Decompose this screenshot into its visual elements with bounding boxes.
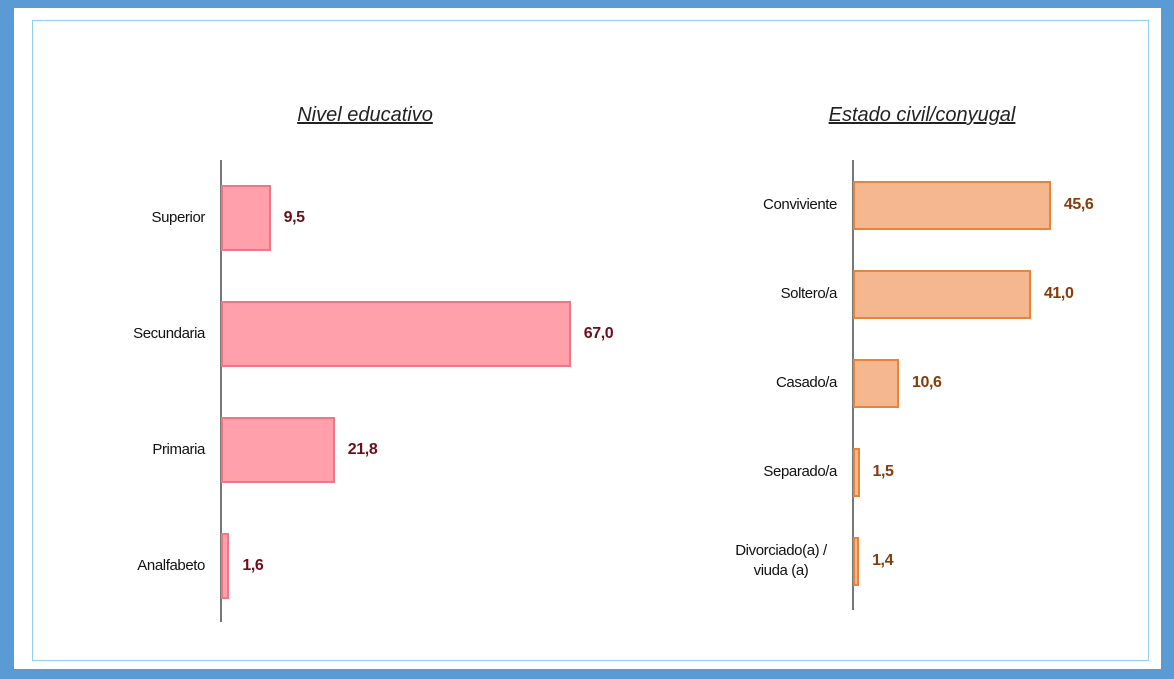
value-label: 67,0	[583, 325, 614, 342]
category-text: Secundaria	[133, 325, 205, 342]
category-text: Primaria	[152, 441, 205, 458]
value-label: 41,0	[1043, 285, 1074, 302]
value-label: 45,6	[1063, 196, 1094, 213]
bar	[853, 180, 1051, 230]
category-text: Analfabeto	[137, 557, 205, 574]
bar	[221, 417, 335, 483]
category-label: Casado/a	[725, 358, 837, 408]
value-label: 21,8	[347, 441, 378, 458]
value-label: 1,4	[872, 552, 894, 569]
bar	[853, 358, 899, 408]
bar	[221, 533, 230, 599]
category-label: Soltero/a	[725, 269, 838, 319]
bar	[853, 447, 860, 497]
value-label: 10,6	[912, 374, 942, 391]
bar	[221, 301, 571, 367]
category-label: Conviviente	[725, 180, 837, 230]
category-text: Conviviente	[763, 196, 837, 213]
category-label: Primaria	[75, 425, 205, 475]
bar	[853, 536, 860, 586]
axis-line	[220, 160, 222, 622]
chart-title: Estado civil/conyugal	[828, 104, 1016, 126]
category-text: Divorciado(a) / viuda (a)	[735, 542, 827, 579]
bar	[853, 269, 1031, 319]
bar	[221, 185, 271, 251]
axis-line	[852, 160, 854, 610]
inner-border	[32, 20, 1149, 661]
category-label: Analfabeto	[75, 541, 205, 591]
category-label: Divorciado(a) / viuda (a)	[725, 536, 837, 586]
panel	[14, 8, 1161, 669]
value-label: 9,5	[283, 209, 305, 226]
category-text: Casado/a	[775, 374, 837, 391]
category-label: Separado/a	[725, 447, 837, 497]
value-label: 1,5	[872, 463, 894, 480]
category-text: Soltero/a	[780, 285, 838, 302]
category-label: Superior	[75, 193, 206, 243]
category-label: Secundaria	[75, 309, 205, 359]
chart-title: Nivel educativo	[297, 104, 433, 126]
value-label: 1,6	[242, 557, 264, 574]
category-text: Separado/a	[763, 463, 837, 480]
category-text: Superior	[151, 209, 206, 226]
